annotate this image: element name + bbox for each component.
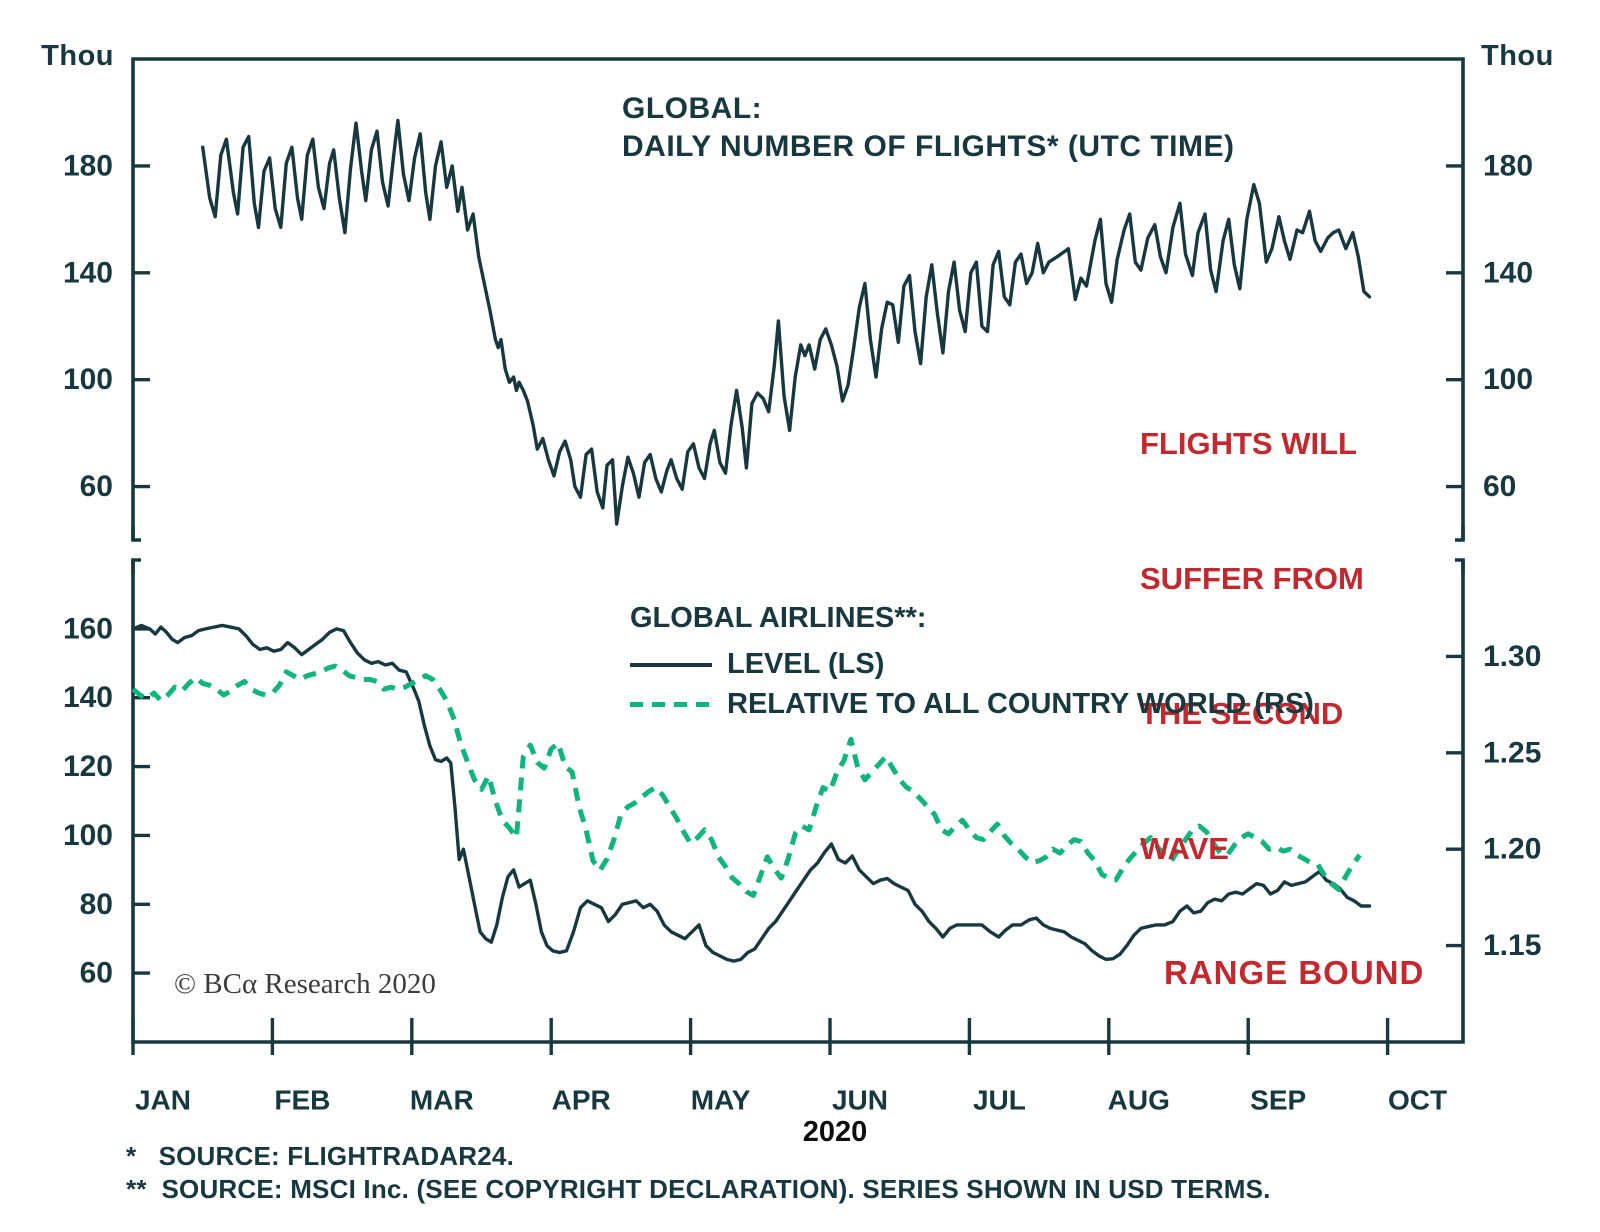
x-tick-label-month: FEB (274, 1085, 330, 1116)
y-tick-label-left: 80 (80, 888, 113, 921)
top-chart-annotation: FLIGHTS WILL SUFFER FROM THE SECOND WAVE (1140, 331, 1364, 961)
y-tick-label-right: 1.15 (1483, 929, 1541, 962)
y-tick-label-right: 100 (1483, 363, 1533, 396)
y-tick-label-left: 180 (63, 149, 113, 182)
airlines-relative-line (131, 663, 1362, 898)
y-tick-label-left: 60 (80, 957, 113, 990)
x-tick-label-month: JAN (135, 1085, 191, 1116)
y-tick-label-left: 100 (63, 819, 113, 852)
y-tick-label-right: 1.20 (1483, 833, 1541, 866)
x-tick-label-month: JUN (832, 1085, 888, 1116)
units-label-right: Thou (1481, 40, 1554, 72)
flights-line (200, 118, 1372, 526)
y-tick-label-left: 120 (63, 750, 113, 783)
y-tick-label-right: 180 (1483, 149, 1533, 182)
annotation-line: FLIGHTS WILL (1140, 426, 1357, 461)
y-tick-label-right: 1.25 (1483, 736, 1541, 769)
legend-item-label: LEVEL (LS) (727, 648, 885, 680)
y-tick-label-left: 100 (63, 363, 113, 396)
y-tick-label-right: 140 (1483, 256, 1533, 289)
footnote-source-msci: ** SOURCE: MSCI Inc. (SEE COPYRIGHT DECL… (126, 1174, 1271, 1204)
x-axis-year-label: 2020 (802, 1116, 868, 1148)
y-tick-label-left: 160 (63, 612, 113, 645)
legend-title: GLOBAL AIRLINES**: (630, 602, 927, 634)
y-tick-label-left: 140 (63, 681, 113, 714)
x-tick-label-month: AUG (1108, 1085, 1170, 1116)
panel-corner-caps (131, 526, 1465, 574)
x-tick-label-month: APR (552, 1085, 611, 1116)
airlines-level-line (131, 623, 1372, 963)
footnote-source-flightradar: * SOURCE: FLIGHTRADAR24. (126, 1141, 515, 1171)
x-tick-label-month: OCT (1388, 1085, 1447, 1116)
x-tick-label-month: JUL (973, 1085, 1026, 1116)
annotation-line: THE SECOND (1140, 696, 1344, 731)
legend-item-relative: RELATIVE TO ALL COUNTRY WORLD (RS) (630, 688, 1314, 721)
units-label-left: Thou (41, 40, 114, 72)
x-tick-label-month: MAY (691, 1085, 751, 1116)
legend-item-level: LEVEL (LS) (630, 648, 884, 681)
annotation-line: SUFFER FROM (1140, 561, 1364, 596)
x-tick-label-month: MAR (410, 1085, 474, 1116)
annotation-line: WAVE (1140, 831, 1229, 866)
x-tick-label-month: SEP (1250, 1085, 1306, 1116)
bottom-chart-annotation: RANGE BOUND (1164, 954, 1425, 991)
bca-research-watermark: © BCα Research 2020 (174, 968, 436, 1000)
y-tick-label-right: 60 (1483, 470, 1516, 503)
solid-line-swatch (630, 662, 712, 667)
dashed-line-swatch (630, 702, 712, 707)
top-chart-title-line2: DAILY NUMBER OF FLIGHTS* (UTC TIME) (622, 130, 1235, 163)
top-chart-title-line1: GLOBAL: (622, 92, 763, 125)
y-tick-label-left: 60 (80, 470, 113, 503)
y-tick-label-right: 1.30 (1483, 640, 1541, 673)
legend-item-label: RELATIVE TO ALL COUNTRY WORLD (RS) (727, 688, 1314, 720)
y-tick-label-left: 140 (63, 256, 113, 289)
